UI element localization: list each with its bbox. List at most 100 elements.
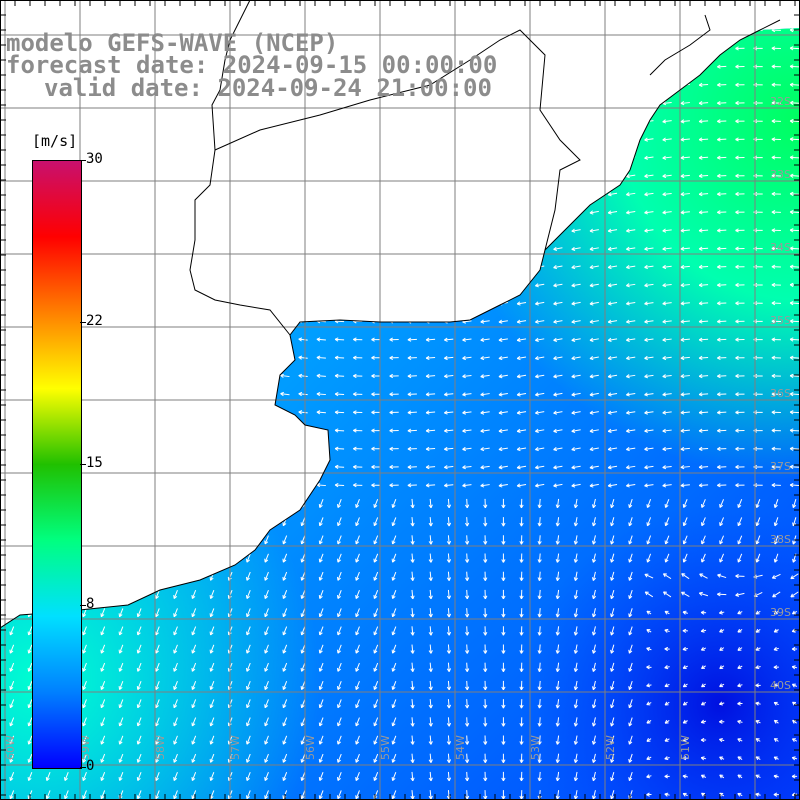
longitude-label: 52W	[604, 735, 617, 760]
wind-arrow	[610, 790, 615, 800]
wind-arrow	[136, 626, 142, 636]
wind-arrow	[118, 699, 124, 709]
wind-arrow	[280, 391, 290, 397]
wind-arrow	[300, 753, 306, 763]
wind-arrow	[464, 735, 470, 745]
wind-arrow	[644, 483, 654, 488]
wind-arrow	[680, 337, 690, 342]
wind-arrow	[391, 753, 397, 763]
uruguay-border	[214, 29, 581, 251]
wind-arrow	[644, 137, 654, 142]
wind-arrow	[682, 719, 688, 724]
wind-arrow	[501, 717, 506, 727]
wind-arrow	[298, 337, 308, 342]
wind-arrow	[610, 644, 615, 654]
wind-arrow	[173, 681, 178, 690]
wind-arrow	[628, 771, 633, 782]
colorbar-tick-mark	[80, 160, 86, 161]
wind-arrow	[537, 644, 542, 654]
wind-arrow	[789, 391, 800, 397]
wind-arrow	[789, 428, 800, 433]
wind-arrow	[300, 717, 306, 727]
wind-arrow	[646, 774, 652, 779]
wind-arrow	[735, 173, 745, 178]
wind-arrow	[483, 571, 488, 581]
wind-arrow	[209, 753, 215, 763]
wind-arrow	[626, 465, 636, 470]
wind-arrow	[555, 571, 560, 581]
wind-arrow	[791, 774, 798, 779]
wind-arrow	[737, 701, 743, 706]
wind-arrow	[537, 771, 542, 782]
wind-arrow	[480, 337, 490, 342]
wind-arrow	[483, 589, 488, 600]
wind-arrow	[537, 717, 542, 727]
wind-arrow	[701, 665, 706, 670]
wind-arrow	[791, 756, 798, 761]
wind-arrow	[553, 392, 563, 397]
wind-arrow	[680, 428, 690, 433]
wind-arrow	[790, 591, 799, 598]
wind-arrow	[771, 282, 781, 288]
wind-arrow	[735, 46, 745, 51]
wind-arrow	[644, 319, 654, 324]
wind-arrow	[155, 772, 160, 781]
wind-arrow	[700, 628, 707, 633]
wind-arrow	[118, 772, 124, 781]
wind-arrow	[789, 191, 800, 197]
wind-arrow	[555, 553, 560, 563]
wind-arrow	[118, 662, 124, 672]
wind-arrow	[717, 410, 727, 415]
wind-arrow	[771, 573, 781, 579]
wind-arrow	[698, 410, 709, 415]
wind-arrow	[355, 571, 360, 581]
wind-arrow	[698, 355, 709, 361]
wind-arrow	[355, 717, 360, 727]
wind-arrow	[644, 173, 654, 179]
wind-arrow	[591, 644, 597, 654]
wind-arrow	[553, 374, 563, 379]
wind-arrow	[698, 137, 709, 142]
wind-arrow	[789, 373, 800, 379]
wind-arrow	[334, 373, 345, 379]
wind-arrow	[662, 374, 672, 379]
wind-arrow	[155, 644, 160, 654]
wind-arrow	[682, 774, 688, 779]
wind-arrow	[553, 465, 563, 470]
wind-arrow	[462, 465, 472, 470]
wind-arrow	[646, 517, 652, 527]
wind-arrow	[516, 410, 527, 415]
wind-arrow	[646, 610, 652, 615]
wind-arrow	[717, 392, 727, 397]
wind-arrow	[519, 790, 524, 800]
wind-arrow	[519, 771, 524, 782]
wind-arrow	[662, 173, 672, 179]
wind-arrow	[318, 571, 324, 581]
wind-arrow	[555, 735, 560, 745]
wind-arrow	[664, 646, 670, 652]
wind-arrow	[607, 355, 618, 361]
wind-arrow	[789, 464, 800, 470]
wind-arrow	[755, 756, 761, 761]
wind-arrow	[771, 100, 781, 106]
wind-arrow	[298, 410, 308, 415]
wind-arrow	[246, 753, 251, 763]
wind-arrow	[428, 662, 433, 672]
wind-arrow	[282, 553, 288, 563]
longitude-label: 58W	[154, 735, 167, 760]
wind-arrow	[571, 246, 581, 251]
wind-arrow	[717, 228, 727, 233]
wind-arrow	[700, 701, 707, 706]
wind-arrow	[246, 590, 251, 599]
wind-arrow	[82, 626, 87, 636]
wind-arrow	[444, 374, 454, 379]
wind-arrow	[628, 735, 633, 745]
wind-arrow	[626, 319, 636, 324]
wind-arrow	[644, 264, 654, 270]
wind-arrow	[464, 498, 470, 509]
wind-arrow	[789, 209, 800, 215]
wind-arrow	[737, 738, 743, 743]
wind-arrow	[573, 626, 578, 636]
longitude-label: 57W	[229, 735, 242, 760]
wind-arrow	[155, 717, 160, 727]
